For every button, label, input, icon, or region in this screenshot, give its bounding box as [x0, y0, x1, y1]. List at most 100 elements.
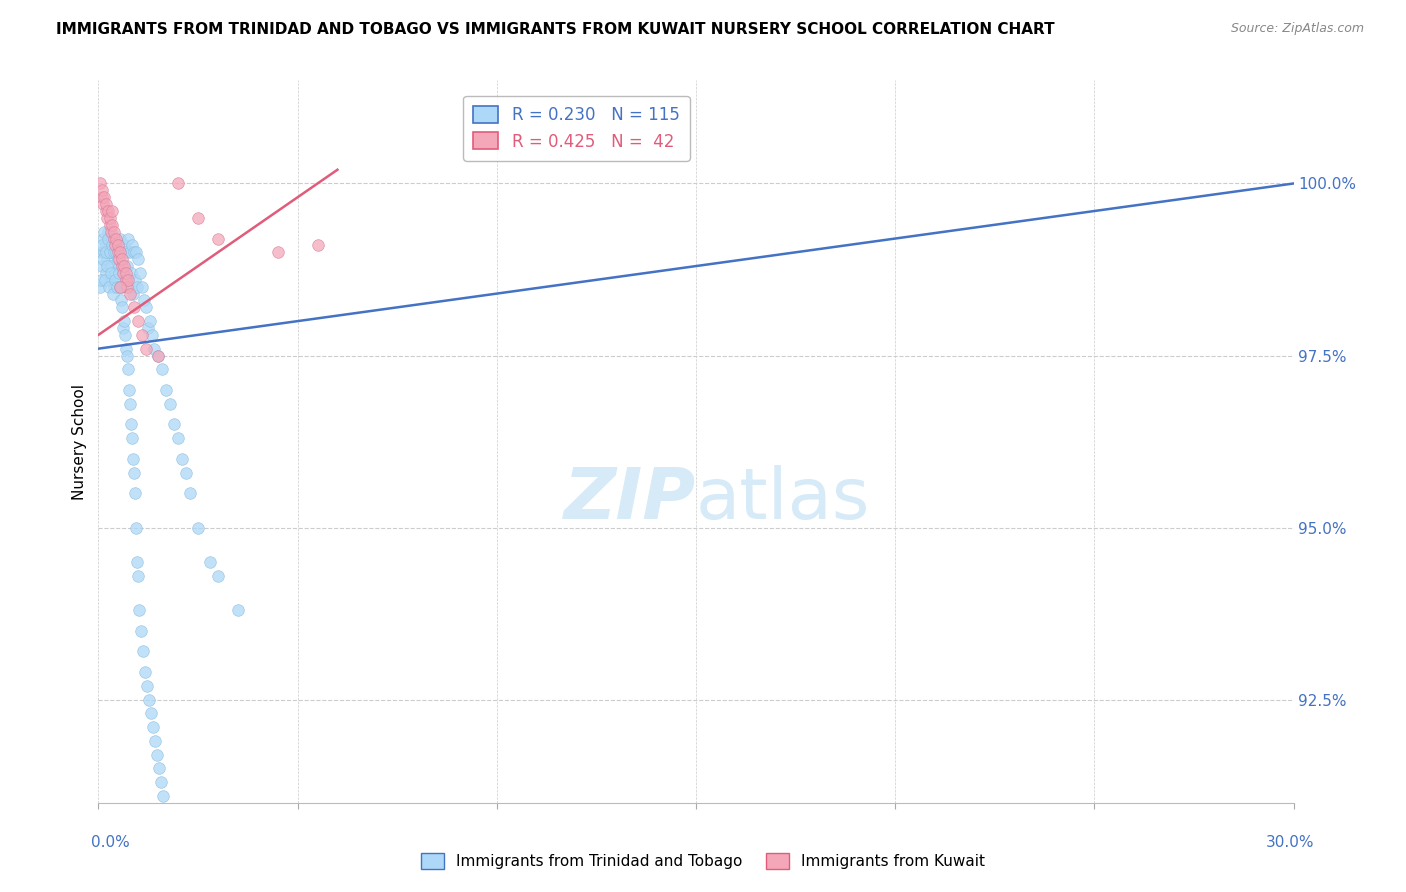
Point [112, 266, 135, 280]
Point [91, 231, 114, 245]
Point [125, 245, 148, 260]
Point [110, 259, 132, 273]
Point [96, 259, 118, 273]
Point [91, 183, 114, 197]
Point [307, 238, 329, 252]
Point [114, 327, 136, 342]
Point [112, 266, 135, 280]
Point [135, 342, 157, 356]
Point [127, 568, 149, 582]
Legend: R = 0.230   N = 115, R = 0.425   N =  42: R = 0.230 N = 115, R = 0.425 N = 42 [464, 95, 689, 161]
Point [115, 342, 138, 356]
Point [111, 301, 134, 315]
Point [97, 231, 120, 245]
Point [107, 238, 129, 252]
Point [131, 279, 153, 293]
Point [115, 349, 138, 363]
Point [187, 211, 209, 225]
Point [103, 279, 125, 293]
Text: Source: ZipAtlas.com: Source: ZipAtlas.com [1230, 22, 1364, 36]
Point [131, 327, 153, 342]
Point [112, 314, 135, 328]
Point [101, 286, 124, 301]
Point [114, 273, 136, 287]
Point [97, 225, 120, 239]
Point [100, 225, 122, 239]
Point [172, 451, 194, 466]
Point [104, 273, 127, 287]
Point [98, 279, 121, 293]
Point [131, 624, 153, 638]
Point [127, 279, 149, 293]
Point [155, 803, 177, 817]
Point [207, 231, 229, 245]
Point [93, 225, 115, 239]
Point [118, 279, 141, 293]
Point [100, 266, 122, 280]
Text: 0.0%: 0.0% [91, 836, 131, 850]
Point [115, 245, 138, 260]
Point [179, 486, 201, 500]
Point [107, 273, 129, 287]
Point [91, 259, 114, 273]
Point [103, 231, 125, 245]
Point [104, 266, 127, 280]
Text: atlas: atlas [696, 465, 870, 533]
Point [108, 252, 131, 267]
Point [138, 692, 160, 706]
Point [89, 177, 111, 191]
Point [110, 231, 132, 245]
Point [134, 293, 156, 308]
Point [156, 816, 179, 830]
Point [98, 211, 122, 225]
Point [148, 349, 170, 363]
Point [108, 279, 131, 293]
Point [150, 362, 173, 376]
Point [101, 238, 124, 252]
Point [136, 679, 159, 693]
Point [103, 245, 125, 260]
Point [139, 314, 162, 328]
Point [118, 397, 141, 411]
Legend: Immigrants from Trinidad and Tobago, Immigrants from Kuwait: Immigrants from Trinidad and Tobago, Imm… [415, 847, 991, 875]
Point [125, 555, 148, 569]
Point [124, 273, 146, 287]
Point [93, 190, 115, 204]
Point [101, 204, 124, 219]
Point [104, 238, 127, 252]
Point [157, 830, 180, 845]
Point [207, 568, 229, 582]
Point [107, 245, 129, 260]
Point [128, 603, 150, 617]
Point [146, 747, 169, 762]
Point [98, 218, 121, 232]
Point [91, 197, 114, 211]
Point [100, 259, 122, 273]
Point [142, 720, 165, 734]
Point [107, 252, 129, 267]
Point [148, 349, 170, 363]
Point [121, 431, 143, 445]
Point [96, 197, 118, 211]
Point [101, 231, 124, 245]
Point [98, 273, 121, 287]
Point [97, 204, 120, 219]
Point [103, 245, 125, 260]
Point [111, 245, 134, 260]
Point [122, 466, 145, 480]
Point [174, 466, 197, 480]
Point [112, 259, 135, 273]
Point [159, 397, 181, 411]
Point [122, 451, 145, 466]
Point [105, 238, 128, 252]
Point [110, 279, 132, 293]
Point [122, 286, 145, 301]
Point [117, 273, 139, 287]
Point [98, 245, 121, 260]
Point [104, 245, 127, 260]
Point [96, 252, 118, 267]
Point [103, 225, 125, 239]
Point [110, 279, 132, 293]
Point [115, 266, 138, 280]
Point [90, 190, 112, 204]
